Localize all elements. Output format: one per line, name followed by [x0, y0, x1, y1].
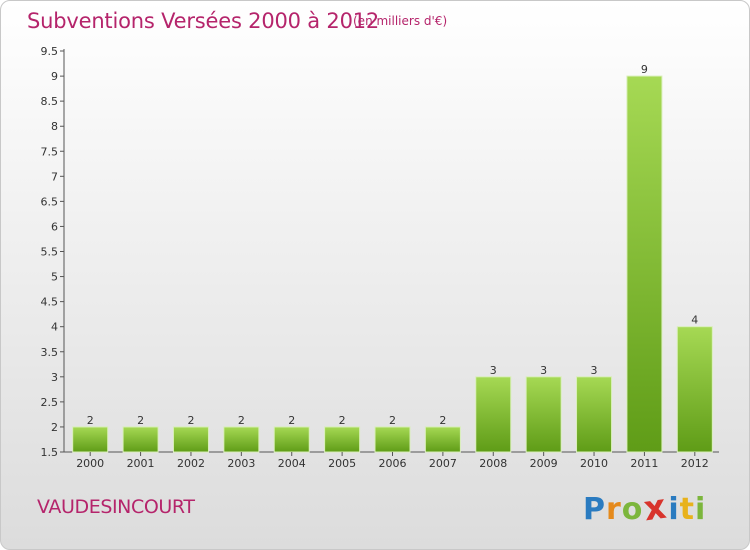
bar-value-label: 3: [591, 364, 598, 377]
bar: [676, 326, 713, 453]
y-tick-label: 6.5: [41, 195, 59, 208]
y-tick-label: 9: [51, 70, 58, 83]
x-tick-label: 2008: [479, 457, 507, 470]
bar-value-label: 2: [187, 414, 194, 427]
bar: [223, 426, 260, 453]
bar: [475, 376, 512, 453]
bar: [374, 426, 411, 453]
bar-value-label: 4: [691, 314, 698, 327]
x-tick-label: 2000: [76, 457, 104, 470]
bar: [122, 426, 159, 453]
y-tick-label: 1.5: [41, 446, 59, 459]
x-tick-label: 2003: [227, 457, 255, 470]
x-tick-label: 2009: [530, 457, 558, 470]
logo-letter-r: r: [606, 492, 622, 527]
y-tick-label: 4: [51, 321, 58, 334]
bar: [424, 426, 461, 453]
x-tick-label: 2010: [580, 457, 608, 470]
y-tick-label: 2: [51, 421, 58, 434]
bar-value-label: 2: [389, 414, 396, 427]
bar-value-label: 3: [540, 364, 547, 377]
x-tick-label: 2005: [328, 457, 356, 470]
logo-letter-i: i: [668, 492, 680, 527]
bar: [324, 426, 361, 453]
bar-value-label: 9: [641, 63, 648, 76]
bar-value-label: 2: [87, 414, 94, 427]
y-tick-label: 3: [51, 371, 58, 384]
bar-value-label: 3: [490, 364, 497, 377]
y-tick-label: 7.5: [41, 145, 59, 158]
logo-letter-i2: i: [695, 492, 707, 527]
bar: [72, 426, 109, 453]
logo-letter-p: P: [583, 492, 606, 527]
x-tick-label: 2004: [278, 457, 306, 470]
y-tick-label: 8: [51, 120, 58, 133]
bar: [576, 376, 613, 453]
y-tick-label: 8.5: [41, 95, 59, 108]
commune-name: VAUDESINCOURT: [37, 496, 195, 518]
logo-letter-o: o: [621, 492, 644, 527]
bar-value-label: 2: [339, 414, 346, 427]
x-tick-label: 2001: [127, 457, 155, 470]
x-tick-label: 2006: [379, 457, 407, 470]
bar-value-label: 2: [288, 414, 295, 427]
bar: [172, 426, 209, 453]
y-tick-label: 9.5: [41, 45, 59, 58]
bar: [273, 426, 310, 453]
bar-value-label: 2: [238, 414, 245, 427]
bar: [525, 376, 562, 453]
chart-title: Subventions Versées 2000 à 2012: [27, 9, 380, 33]
bar-value-label: 2: [439, 414, 446, 427]
x-tick-label: 2007: [429, 457, 457, 470]
bar: [626, 75, 663, 453]
x-tick-label: 2002: [177, 457, 205, 470]
logo-letter-t: t: [679, 492, 695, 527]
proxiti-logo: Proxiti: [583, 486, 707, 530]
y-tick-label: 6: [51, 220, 58, 233]
x-tick-label: 2012: [681, 457, 709, 470]
y-tick-label: 5: [51, 271, 58, 284]
chart-subtitle: (en milliers d'€): [353, 14, 448, 28]
y-tick-label: 3.5: [41, 346, 59, 359]
y-tick-label: 5.5: [41, 246, 59, 259]
y-tick-label: 7: [51, 170, 58, 183]
bar-value-label: 2: [137, 414, 144, 427]
logo-letter-x: x: [641, 486, 671, 530]
y-tick-label: 2.5: [41, 396, 59, 409]
x-tick-label: 2011: [630, 457, 658, 470]
y-tick-label: 4.5: [41, 296, 59, 309]
